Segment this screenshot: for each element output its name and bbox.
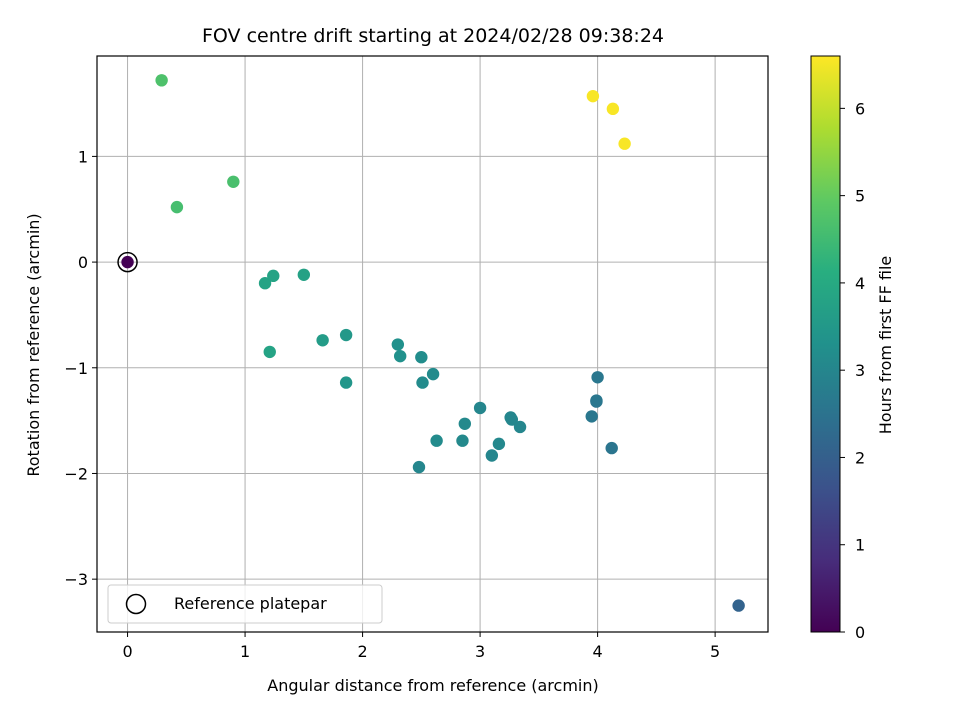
scatter-point bbox=[258, 277, 272, 290]
legend-entry-label: Reference platepar bbox=[174, 594, 327, 613]
scatter-point bbox=[393, 349, 407, 363]
scatter-point bbox=[339, 376, 353, 389]
grid bbox=[97, 56, 768, 632]
data-points bbox=[121, 74, 745, 612]
colorbar-tick-label: 5 bbox=[855, 187, 865, 206]
scatter-point bbox=[591, 371, 604, 384]
scatter-point bbox=[227, 175, 240, 188]
scatter-point bbox=[618, 137, 631, 150]
legend-marker bbox=[125, 593, 147, 615]
colorbar-ticks: 0 1 2 3 4 5 6 bbox=[840, 99, 865, 642]
y-axis-label: Rotation from reference (arcmin) bbox=[24, 213, 43, 476]
scatter-point bbox=[316, 334, 329, 347]
colorbar-gradient bbox=[810, 55, 841, 633]
scatter-point bbox=[513, 420, 527, 434]
colorbar: 0 1 2 3 4 5 6 Hours from first FF file bbox=[810, 55, 895, 642]
x-tick-label: 5 bbox=[710, 642, 720, 661]
x-axis-label: Angular distance from reference (arcmin) bbox=[267, 676, 598, 695]
scatter-point bbox=[416, 376, 429, 389]
scatter-point bbox=[473, 401, 487, 415]
scatter-point bbox=[339, 328, 353, 342]
scatter-point bbox=[391, 338, 405, 351]
legend-box bbox=[107, 584, 383, 624]
reference-circle bbox=[117, 251, 138, 273]
scatter-point bbox=[590, 394, 603, 407]
scatter-point bbox=[170, 200, 184, 214]
chart-title: FOV centre drift starting at 2024/02/28 … bbox=[202, 25, 664, 47]
y-tick-label: −3 bbox=[64, 570, 88, 589]
plot-frame bbox=[96, 55, 769, 633]
scatter-point bbox=[492, 437, 506, 451]
x-tick-label: 4 bbox=[593, 642, 603, 661]
x-tick-label: 0 bbox=[122, 642, 132, 661]
colorbar-label: Hours from first FF file bbox=[876, 256, 895, 435]
colorbar-tick-label: 3 bbox=[855, 361, 865, 380]
scatter-point bbox=[430, 434, 443, 447]
scatter-point bbox=[458, 417, 472, 430]
scatter-point bbox=[456, 434, 469, 447]
reference-marker bbox=[117, 251, 138, 273]
colorbar-tick-label: 2 bbox=[855, 448, 865, 467]
y-ticks: 1 0 −1 −2 −3 bbox=[64, 147, 97, 589]
scatter-point bbox=[606, 102, 620, 116]
scatter-point bbox=[732, 599, 745, 612]
scatter-point bbox=[505, 413, 519, 426]
colorbar-tick-label: 6 bbox=[855, 99, 865, 118]
y-tick-label: −1 bbox=[64, 359, 88, 378]
scatter-point bbox=[121, 255, 134, 269]
scatter-point bbox=[585, 410, 598, 423]
x-ticks: 0 1 2 3 4 5 bbox=[122, 632, 720, 661]
colorbar-tick-label: 0 bbox=[855, 623, 865, 642]
legend: Reference platepar bbox=[107, 584, 383, 624]
scatter-point bbox=[297, 268, 311, 281]
x-tick-label: 1 bbox=[240, 642, 250, 661]
scatter-point bbox=[155, 74, 168, 87]
scatter-point bbox=[412, 460, 426, 474]
scatter-point bbox=[415, 351, 428, 364]
y-tick-label: −2 bbox=[64, 464, 88, 483]
colorbar-tick-label: 1 bbox=[855, 536, 865, 555]
y-tick-label: 1 bbox=[78, 147, 88, 166]
x-tick-label: 3 bbox=[475, 642, 485, 661]
scatter-point bbox=[267, 269, 280, 283]
y-tick-label: 0 bbox=[78, 253, 88, 272]
x-tick-label: 2 bbox=[357, 642, 367, 661]
scatter-point bbox=[426, 367, 440, 381]
colorbar-tick-label: 4 bbox=[855, 274, 865, 293]
scatter-point bbox=[605, 441, 618, 455]
scatter-point bbox=[485, 449, 499, 462]
scatter-point bbox=[586, 89, 600, 103]
scatter-point bbox=[263, 345, 276, 359]
